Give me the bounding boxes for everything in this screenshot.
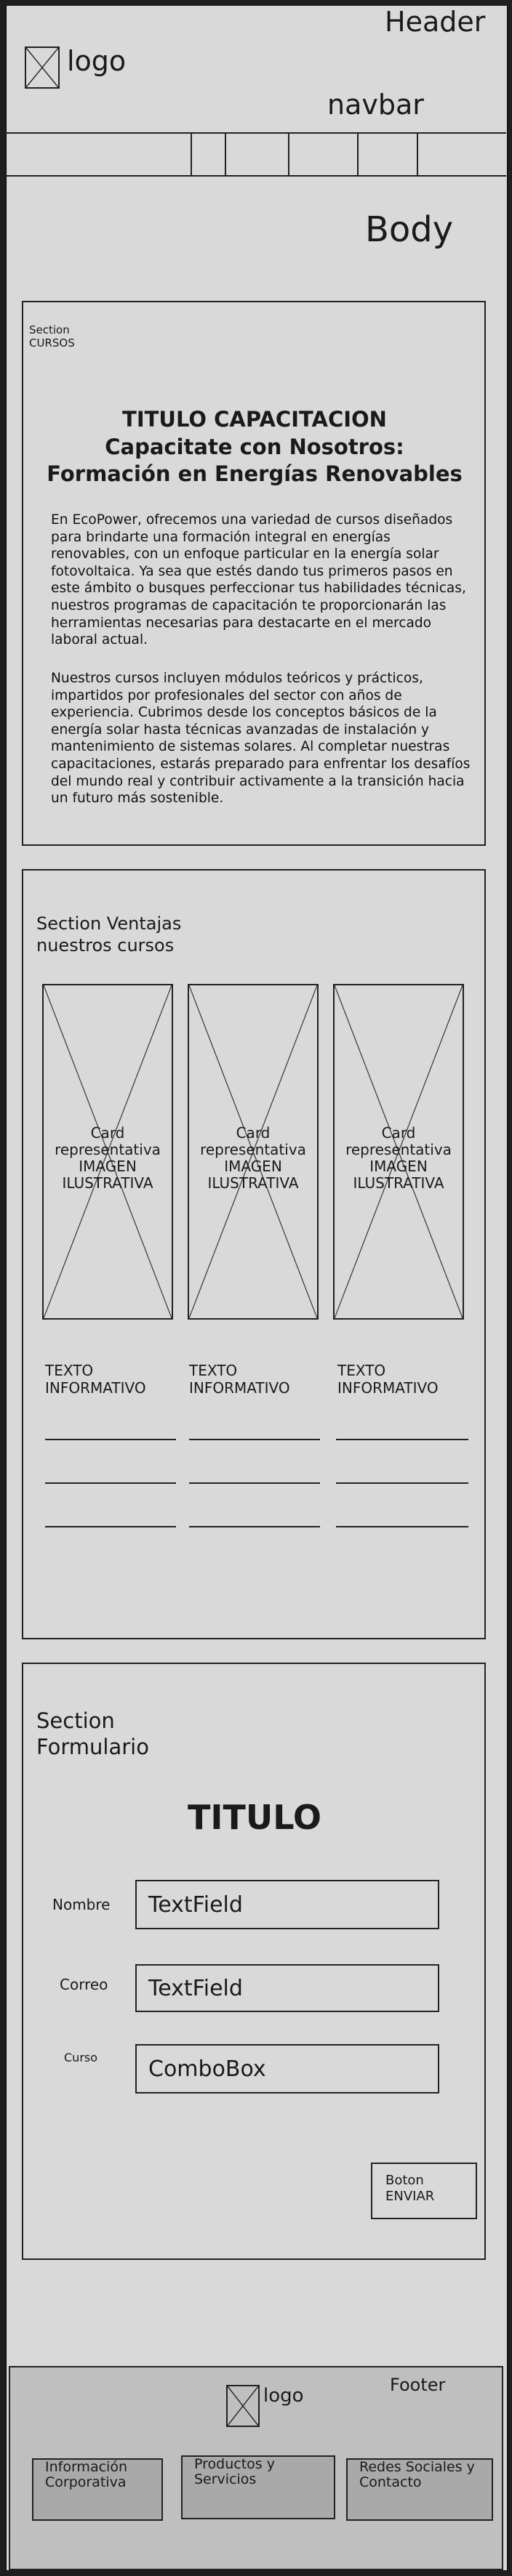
text-line xyxy=(189,1439,320,1440)
navbar-bottom-border xyxy=(6,175,506,177)
text-line xyxy=(45,1526,176,1527)
navbar-divider xyxy=(225,132,226,177)
section-courses-label-line1: Section xyxy=(29,323,70,336)
email-text-field[interactable]: TextField xyxy=(135,1964,439,2012)
name-text-field[interactable]: TextField xyxy=(135,1880,439,1929)
nav-item-1[interactable] xyxy=(6,134,191,175)
text-line xyxy=(189,1526,320,1527)
navbar-divider xyxy=(191,132,192,177)
text-line xyxy=(336,1526,468,1527)
advantage-card-image[interactable]: Card representativa IMAGEN ILUSTRATIVA xyxy=(188,984,319,1320)
navbar-divider xyxy=(357,132,359,177)
card-image-label: Card representativa IMAGEN ILUSTRATIVA xyxy=(55,1124,161,1192)
navbar-divider xyxy=(288,132,289,177)
card-image-label: Card representativa IMAGEN ILUSTRATIVA xyxy=(200,1124,306,1192)
section-courses xyxy=(22,301,486,846)
nav-item-2[interactable] xyxy=(192,134,225,175)
advantage-card-image[interactable]: Card representativa IMAGEN ILUSTRATIVA xyxy=(42,984,173,1320)
section-advantages xyxy=(22,869,486,1639)
card-info-text: TEXTO INFORMATIVO xyxy=(337,1362,439,1397)
card-image-label: Card representativa IMAGEN ILUSTRATIVA xyxy=(345,1124,452,1192)
nav-item-6[interactable] xyxy=(418,134,506,175)
courses-subtitle: Capacitate con Nosotros: Formación en En… xyxy=(47,435,463,486)
footer-social-contact-button[interactable]: Redes Sociales y Contacto xyxy=(346,2458,493,2521)
text-line xyxy=(45,1439,176,1440)
form-title: TITULO xyxy=(188,1798,321,1837)
section-courses-label-line2: CURSOS xyxy=(29,336,75,350)
course-combobox[interactable]: ComboBox xyxy=(135,2044,439,2093)
courses-paragraph-2: Nuestros cursos incluyen módulos teórico… xyxy=(51,671,471,807)
courses-title: TITULO CAPACITACION xyxy=(122,407,387,432)
section-form-label: Section Formulario xyxy=(36,1708,149,1759)
page xyxy=(6,6,508,2570)
navbar-top-border xyxy=(6,132,506,134)
field-label-name: Nombre xyxy=(52,1896,111,1913)
section-advantages-label: Section Ventajas nuestros cursos xyxy=(36,913,182,956)
text-line xyxy=(189,1482,320,1484)
advantage-card-image[interactable]: Card representativa IMAGEN ILUSTRATIVA xyxy=(333,984,464,1320)
footer-corporate-info-button[interactable]: Información Corporativa xyxy=(32,2458,163,2521)
nav-item-3[interactable] xyxy=(226,134,288,175)
footer-products-services-button[interactable]: Productos y Servicios xyxy=(181,2455,335,2519)
nav-item-4[interactable] xyxy=(289,134,357,175)
header-label: Header xyxy=(385,6,486,38)
footer-label: Footer xyxy=(390,2375,446,2395)
card-info-text: TEXTO INFORMATIVO xyxy=(45,1362,146,1397)
section-form xyxy=(22,1663,486,2260)
footer-logo-image-icon[interactable] xyxy=(226,2385,260,2427)
body-label: Body xyxy=(365,209,454,250)
nav-item-5[interactable] xyxy=(359,134,417,175)
text-line xyxy=(336,1482,468,1484)
footer-logo-text[interactable]: logo xyxy=(263,2385,304,2407)
logo-text[interactable]: logo xyxy=(67,45,127,77)
section-courses-label: Section CURSOS xyxy=(29,323,75,350)
text-line xyxy=(336,1439,468,1440)
courses-paragraph-1: En EcoPower, ofrecemos una variedad de c… xyxy=(51,512,466,648)
navbar-divider xyxy=(417,132,418,177)
send-button[interactable]: Boton ENVIAR xyxy=(371,2163,477,2219)
card-info-text: TEXTO INFORMATIVO xyxy=(189,1362,290,1397)
field-label-course: Curso xyxy=(64,2051,98,2064)
logo-image-icon[interactable] xyxy=(25,47,60,89)
field-label-email: Correo xyxy=(60,1976,108,1993)
navbar-label: navbar xyxy=(327,89,424,121)
text-line xyxy=(45,1482,176,1484)
